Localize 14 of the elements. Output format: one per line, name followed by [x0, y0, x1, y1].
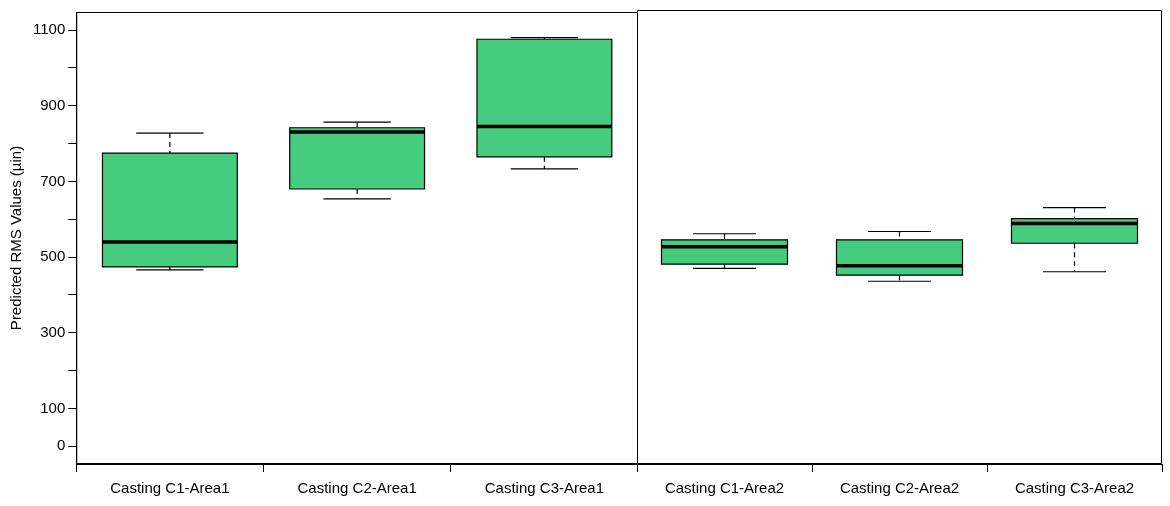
y-tick-label: 500: [40, 247, 66, 265]
x-tick-label: Casting C2-Area1: [297, 479, 417, 497]
y-tick-label: 900: [40, 95, 66, 113]
y-axis-title: Predicted RMS Values (µin): [7, 145, 25, 331]
y-tick-label: 100: [40, 398, 66, 416]
y-tick-label: 300: [40, 322, 66, 340]
x-tick-label: Casting C2-Area2: [839, 479, 960, 497]
x-tick-label: Casting C1-Area1: [110, 479, 230, 497]
x-tick-label: Casting C1-Area2: [664, 479, 785, 497]
y-tick-label: 0: [56, 436, 66, 454]
y-tick-label: 1100: [32, 20, 66, 38]
x-tick-label: Casting C3-Area2: [1014, 479, 1135, 497]
y-tick-label: 700: [40, 171, 66, 189]
x-tick-label: Casting C3-Area1: [484, 479, 604, 497]
